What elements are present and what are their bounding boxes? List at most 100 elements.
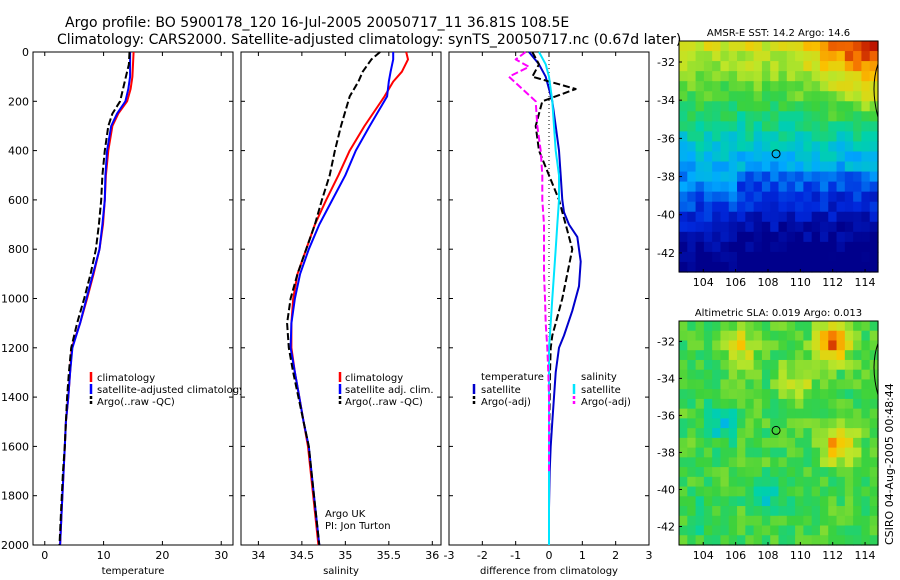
map-cell <box>844 51 854 62</box>
map-cell <box>679 221 688 233</box>
map-cell <box>861 418 871 429</box>
map-cell <box>869 321 879 332</box>
map-cell <box>712 161 722 173</box>
map-cell <box>795 340 804 351</box>
map-cell <box>778 221 788 233</box>
map-cell <box>703 101 713 112</box>
map-cell <box>728 437 738 449</box>
map-cell <box>795 437 804 449</box>
map-cell <box>803 111 813 122</box>
map-cell <box>869 389 879 400</box>
map-cell <box>753 457 763 468</box>
map-cell <box>861 486 871 497</box>
map-cell <box>853 221 863 233</box>
map-cell <box>770 221 780 233</box>
map-cell <box>761 408 771 419</box>
map-cell <box>811 447 821 458</box>
map-cell <box>803 418 813 429</box>
map-cell <box>703 437 713 449</box>
map-cell <box>795 476 804 488</box>
map-cell <box>720 321 730 332</box>
map-cell <box>836 241 846 253</box>
map-cell <box>853 408 863 419</box>
map-cell <box>753 81 763 92</box>
map-cell <box>778 91 788 102</box>
map-cell <box>869 171 879 183</box>
map-cell <box>836 369 846 381</box>
map-cell <box>786 241 796 253</box>
map-cell <box>795 131 804 143</box>
map-cell <box>803 41 813 52</box>
map-cell <box>720 476 730 488</box>
map-cell <box>679 181 688 193</box>
map-cell <box>795 261 804 273</box>
y-tick-label: 1200 <box>1 342 29 355</box>
map-cell <box>753 350 763 361</box>
map-cell <box>803 515 813 527</box>
map-cell <box>679 51 688 62</box>
map-cell <box>828 221 838 233</box>
map-cell <box>795 525 804 536</box>
x-tick-label: 0 <box>41 549 48 562</box>
map-cell <box>761 51 771 62</box>
map-cell <box>778 191 788 203</box>
map-cell <box>703 141 713 153</box>
map-cell <box>819 111 829 122</box>
map-cell <box>753 261 763 273</box>
map-cell <box>761 330 771 342</box>
map-cell <box>869 486 879 497</box>
map-cell <box>712 535 722 546</box>
map-cell <box>761 171 771 183</box>
map-cell <box>803 369 813 381</box>
map-cell <box>745 359 755 371</box>
map-cell <box>869 506 879 517</box>
map-cell <box>861 515 871 527</box>
map-cell <box>786 418 796 429</box>
x-tick-label: -3 <box>444 549 455 562</box>
map-cell <box>819 535 829 546</box>
map-cell <box>720 506 730 517</box>
map-cell <box>695 408 705 419</box>
map-cell <box>836 389 846 400</box>
map-cell <box>737 151 746 163</box>
map-cell <box>786 379 796 390</box>
map-cell <box>844 101 854 112</box>
map-cell <box>753 91 763 102</box>
map-cell <box>745 211 755 223</box>
map-cell <box>761 251 771 263</box>
coastline <box>873 343 879 396</box>
map-cell <box>819 261 829 273</box>
map-cell <box>853 350 863 361</box>
map-cell <box>786 515 796 527</box>
map-cell <box>828 111 838 122</box>
map-cell <box>803 408 813 419</box>
map-cell <box>737 141 746 153</box>
map-cell <box>695 261 705 273</box>
map-cell <box>761 191 771 203</box>
map-cell <box>687 340 697 351</box>
map-cell <box>803 486 813 497</box>
map-cell <box>761 467 771 478</box>
x-tick-label: -1 <box>510 549 521 562</box>
map-cell <box>786 51 796 62</box>
map-cell <box>803 211 813 223</box>
map-cell <box>712 201 722 213</box>
map-cell <box>778 506 788 517</box>
map-cell <box>803 476 813 488</box>
map-cell <box>770 321 780 332</box>
map-cell <box>819 181 829 193</box>
map-cell <box>770 408 780 419</box>
map-cell <box>844 131 854 143</box>
map-cell <box>720 231 730 243</box>
map-cell <box>803 201 813 213</box>
map-cell <box>786 201 796 213</box>
map-cell <box>836 457 846 468</box>
map-cell <box>679 321 688 332</box>
map-cell <box>828 171 838 183</box>
map-cell <box>703 476 713 488</box>
map-cell <box>811 151 821 163</box>
map-cell <box>861 41 871 52</box>
map-cell <box>853 101 863 112</box>
map-cell <box>844 71 854 82</box>
map-cell <box>803 437 813 449</box>
